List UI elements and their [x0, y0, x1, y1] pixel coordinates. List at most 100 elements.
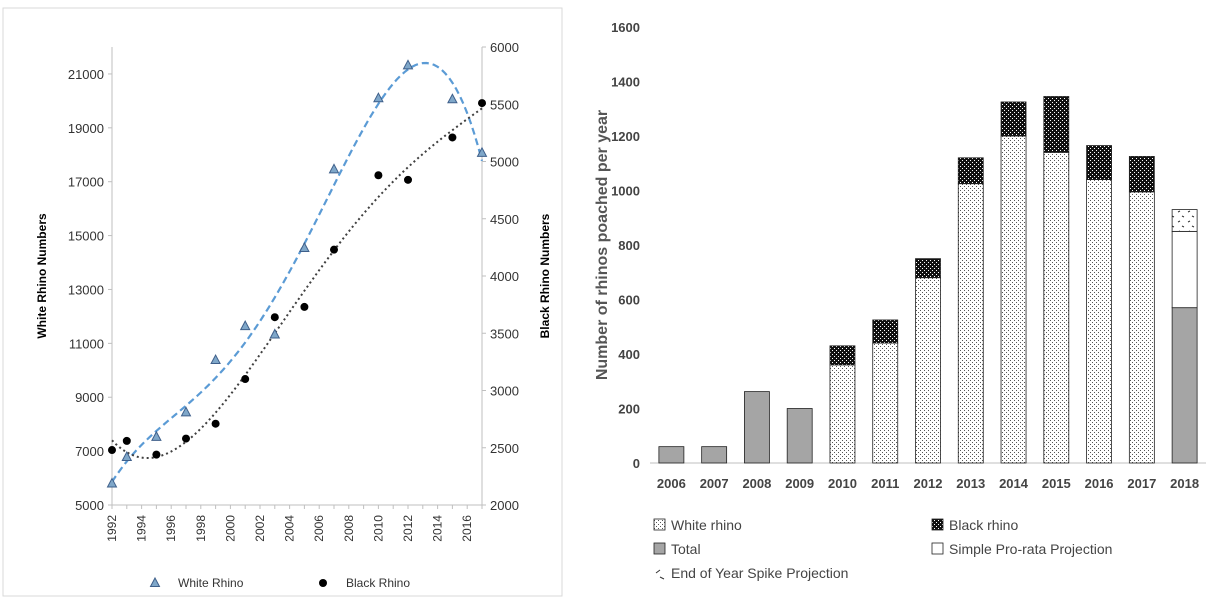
- x-tick-label: 2017: [1127, 476, 1156, 491]
- x-tick-label: 2004: [283, 515, 297, 542]
- rhino-poaching-chart: 0 200 400 600 800 1000 1200 1400 1600 Number of r…: [566, 0, 1221, 603]
- y-tick-label: 1600: [611, 20, 640, 35]
- white-rhino-point: [476, 146, 488, 157]
- y-tick-label: 800: [618, 238, 640, 253]
- x-tick-label: 2009: [785, 476, 814, 491]
- white-rhino-point: [373, 92, 384, 103]
- x-tick-label: 2014: [431, 515, 445, 542]
- right-y-tick-label: 5500: [490, 97, 519, 112]
- x-tick-label: 2010: [371, 515, 385, 542]
- black-rhino-point: [152, 450, 161, 459]
- chart-left-frame: [2, 7, 563, 597]
- x-tick-label: 2011: [871, 476, 899, 491]
- legend-label-black-rhino: Black rhino: [949, 517, 1018, 533]
- black-rhino-trendline: [111, 107, 483, 459]
- black-rhino-point: [241, 375, 250, 384]
- y-tick-label: 0: [633, 456, 640, 471]
- bar-black-rhino-2016: [1086, 145, 1112, 181]
- x-tick-label: 2006: [312, 515, 326, 542]
- right-y-tick-label: 2000: [490, 498, 519, 513]
- legend-swatch-white-rhino: [653, 518, 666, 531]
- right-y-tick-label: 4500: [490, 212, 519, 227]
- x-tick-label: 2000: [223, 515, 237, 542]
- black-rhino-point: [108, 446, 116, 455]
- white-rhino-point: [210, 353, 221, 365]
- legend-label-white-rhino: White rhino: [671, 517, 742, 533]
- left-y-tick-label: 21000: [68, 67, 104, 82]
- bar-white-rhino-2016: [1086, 179, 1112, 464]
- bar-end-of-year-spike-projection-2018: [1171, 209, 1198, 232]
- bar-black-rhino-2014: [1000, 101, 1027, 137]
- white-rhino-point: [239, 320, 251, 331]
- bar-black-rhino-2015: [1043, 96, 1070, 153]
- x-tick-label: 1996: [164, 515, 178, 542]
- bar-black-rhino-2012: [915, 258, 941, 279]
- bar-total-2009: [786, 408, 813, 464]
- bar-black-rhino-2010: [829, 345, 856, 366]
- black-rhino-point: [300, 302, 309, 311]
- black-rhino-point: [448, 133, 457, 142]
- x-tick-label: 2002: [253, 515, 267, 542]
- bar-total-2006: [658, 446, 685, 464]
- white-rhino-point: [106, 477, 118, 488]
- x-tick-label: 2016: [1085, 476, 1114, 491]
- bar-total-2007: [701, 446, 728, 464]
- left-y-tick-label: 9000: [75, 390, 104, 405]
- legend-swatch-simple-pro-rata-projection: [931, 542, 944, 555]
- right-y-tick-label: 3500: [490, 326, 519, 341]
- y-tick-label: 200: [618, 402, 640, 417]
- x-tick-label: 1994: [135, 515, 149, 542]
- legend-white-rhino-marker: [149, 576, 161, 587]
- right-y-tick-label: 2500: [490, 441, 519, 456]
- black-rhino-point: [478, 99, 486, 108]
- black-rhino-point: [122, 436, 131, 445]
- bar-simple-pro-rata-projection-2018: [1171, 230, 1198, 309]
- y-tick-label: 400: [618, 347, 640, 362]
- white-rhino-point: [447, 93, 458, 104]
- x-tick-label: 2012: [914, 476, 943, 491]
- bar-black-rhino-2017: [1128, 156, 1155, 193]
- legend-black-rhino-label: Black Rhino: [346, 576, 410, 590]
- x-tick-label: 2012: [401, 515, 415, 542]
- x-tick-label: 2015: [1042, 476, 1071, 491]
- right-y-tick-label: 5000: [490, 155, 519, 170]
- left-y-tick-label: 5000: [75, 498, 104, 513]
- white-rhino-point: [269, 328, 281, 339]
- left-y-tick-label: 13000: [68, 282, 104, 297]
- x-tick-label: 2007: [700, 476, 729, 491]
- x-tick-label: 2016: [460, 515, 474, 542]
- white-rhino-point: [299, 241, 310, 252]
- left-y-tick-label: 11000: [69, 336, 104, 351]
- white-rhino-point: [151, 430, 162, 441]
- bar-white-rhino-2010: [829, 364, 856, 464]
- legend-label-end-of-year-spike-projection: End of Year Spike Projection: [671, 565, 848, 581]
- right-y-tick-label: 4000: [490, 269, 519, 284]
- right-y-axis-label: Black Rhino Numbers: [538, 213, 552, 338]
- left-y-tick-label: 7000: [75, 444, 104, 459]
- x-tick-label: 2006: [657, 476, 686, 491]
- bar-white-rhino-2013: [957, 183, 984, 464]
- legend-black-rhino-marker: [319, 579, 327, 587]
- rhino-population-svg: 5000 7000 9000 11000 13000 15000 17000 19000 210…: [2, 7, 563, 597]
- x-tick-label: 1998: [194, 515, 208, 542]
- bar-white-rhino-2017: [1128, 191, 1155, 464]
- legend-label-total: Total: [671, 541, 701, 557]
- x-tick-label: 2013: [956, 476, 985, 491]
- bar-total-2008: [744, 391, 770, 464]
- bar-white-rhino-2015: [1043, 151, 1070, 464]
- legend-label-simple-pro-rata-projection: Simple Pro-rata Projection: [949, 541, 1112, 557]
- bar-white-rhino-2011: [872, 342, 899, 464]
- y-tick-label: 1400: [611, 75, 640, 90]
- x-tick-label: 2014: [999, 476, 1029, 491]
- black-rhino-point: [182, 434, 190, 443]
- bar-total-2018: [1171, 307, 1198, 464]
- legend-swatch-end-of-year-spike-projection: [655, 569, 665, 580]
- black-rhino-point: [404, 175, 412, 184]
- black-rhino-point: [270, 313, 279, 322]
- bar-white-rhino-2014: [1000, 135, 1027, 464]
- white-rhino-point: [121, 450, 133, 462]
- legend-swatch-total: [653, 542, 666, 555]
- x-tick-label: 2010: [828, 476, 857, 491]
- y-tick-label: 1200: [611, 129, 640, 144]
- bar-white-rhino-2012: [915, 277, 941, 464]
